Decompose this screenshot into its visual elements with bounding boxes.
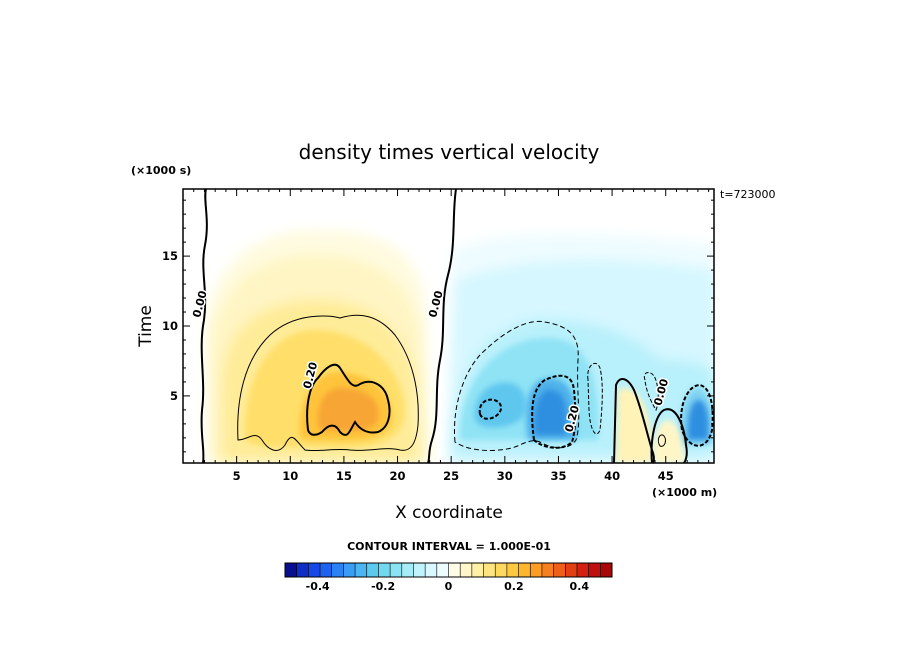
x-tick-label: 45 (658, 469, 674, 483)
x-tick-label: 20 (390, 469, 406, 483)
colorbar-swatch (331, 563, 344, 577)
positive-region (205, 229, 432, 463)
colorbar-swatch (296, 563, 309, 577)
colorbar-swatch (518, 563, 531, 577)
colorbar-swatch (530, 563, 543, 577)
colorbar-swatch (541, 563, 554, 577)
colorbar-swatch (320, 563, 333, 577)
colorbar-swatch (600, 563, 613, 577)
colorbar-swatch (355, 563, 368, 577)
colorbar-swatch (436, 563, 449, 577)
x-tick-label: 30 (497, 469, 513, 483)
x-tick-label: 35 (550, 469, 566, 483)
y-tick-label: 5 (170, 389, 178, 403)
y-tick-label: 15 (162, 249, 178, 263)
colorbar-swatch (390, 563, 403, 577)
time-stamp: t=723000 (720, 188, 776, 201)
colorbar-tick-label: 0 (445, 580, 453, 593)
colorbar-swatch (413, 563, 426, 577)
colorbar-swatch (343, 563, 356, 577)
contour-lines (200, 189, 714, 463)
colorbar-swatch (285, 563, 297, 577)
axis-ticks: 5 10 15 20 25 30 35 40 45 5 10 15 (162, 189, 714, 483)
colorbar (284, 562, 613, 578)
colorbar-swatch (378, 563, 391, 577)
colorbar-tick-label: 0.2 (504, 580, 524, 593)
colorbar-frame (284, 562, 613, 578)
colorbar-swatch (495, 563, 508, 577)
colorbar-swatch (565, 563, 578, 577)
x-unit-label: (×1000 m) (652, 486, 717, 499)
colorbar-tick-label: 0.4 (570, 580, 590, 593)
x-tick-label: 10 (282, 469, 298, 483)
colorbar-swatch (576, 563, 589, 577)
colorbar-ticks: -0.4 -0.2 0 0.2 0.4 (306, 580, 590, 593)
colorbar-tick-label: -0.4 (306, 580, 330, 593)
x-tick-label: 15 (336, 469, 352, 483)
colorbar-swatch (448, 563, 461, 577)
colorbar-swatch (588, 563, 601, 577)
colorbar-swatch (471, 563, 484, 577)
chart-title: density times vertical velocity (299, 140, 600, 164)
colorbar-swatch (401, 563, 414, 577)
colorbar-swatch (506, 563, 519, 577)
x-tick-label: 25 (443, 469, 459, 483)
colorbar-swatch (366, 563, 379, 577)
y-tick-label: 10 (162, 319, 178, 333)
contour-interval-note: CONTOUR INTERVAL = 1.000E-01 (347, 540, 551, 553)
colorbar-swatch (425, 563, 438, 577)
colorbar-swatch (553, 563, 566, 577)
x-tick-label: 40 (604, 469, 620, 483)
colorbar-swatch (460, 563, 473, 577)
negative-region (446, 233, 714, 463)
x-axis-label: X coordinate (395, 503, 503, 523)
y-unit-label: (×1000 s) (131, 164, 191, 177)
y-axis-label: Time (136, 305, 156, 348)
colorbar-swatch (308, 563, 321, 577)
colorbar-swatch (483, 563, 496, 577)
colorbar-tick-label: -0.2 (371, 580, 395, 593)
x-tick-label: 5 (233, 469, 241, 483)
heatmap-field: 0.00 0.000.200.200.00 (183, 189, 714, 463)
